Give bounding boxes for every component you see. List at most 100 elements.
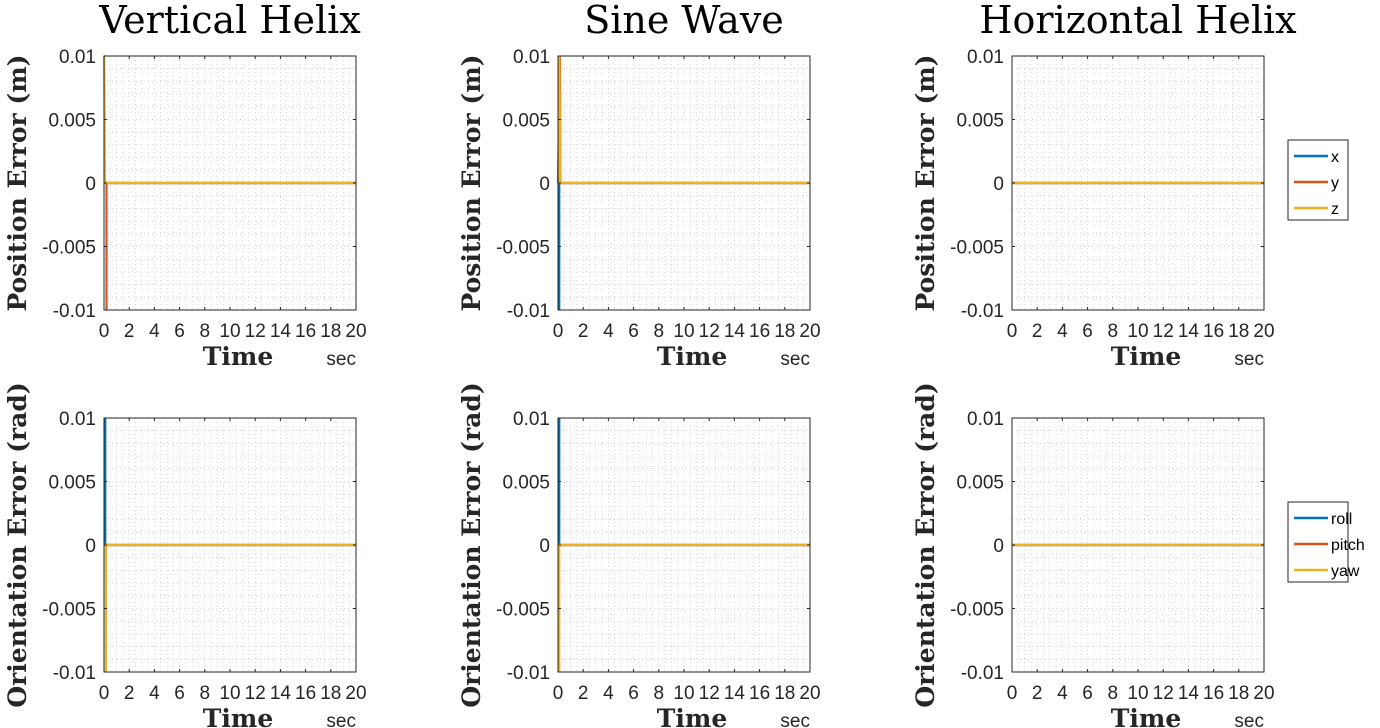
series-line-2: [105, 181, 356, 310]
x-tick-label: 10: [673, 321, 694, 342]
y-axis-label: Position Error (m): [457, 54, 486, 311]
x-tick-label: 10: [673, 683, 694, 704]
x-tick-label: 16: [749, 321, 770, 342]
x-tick-label: 10: [219, 321, 240, 342]
x-tick-label: 4: [149, 321, 160, 342]
x-tick-label: 18: [320, 683, 341, 704]
x-tick-label: 2: [1032, 683, 1043, 704]
y-tick-label: -0.005: [496, 600, 550, 621]
x-axis-label: Time: [203, 704, 273, 728]
y-tick-label: 0.005: [502, 473, 550, 494]
legend: roll pitch yaw: [1287, 501, 1365, 583]
y-tick-label: 0.01: [967, 47, 1004, 68]
y-tick-label: -0.01: [961, 301, 1004, 322]
subplot-5: 0 2 4 6 8 10 12 14 16 18 200.010.0050-0.005-0.01Ti…: [457, 382, 821, 728]
x-tick-label: 10: [219, 683, 240, 704]
y-tick-label: 0: [993, 174, 1004, 195]
x-tick-label: 18: [1228, 321, 1249, 342]
legend-label: x: [1331, 149, 1339, 166]
x-tick-label: 20: [345, 683, 366, 704]
x-tick-label: 14: [270, 321, 292, 342]
x-tick-label: 4: [1057, 683, 1068, 704]
subplot-title: Sine Wave: [584, 0, 784, 42]
x-tick-label: 18: [774, 321, 795, 342]
x-tick-label: 2: [578, 321, 589, 342]
x-tick-label: 2: [578, 683, 589, 704]
series-line-1: [558, 418, 810, 547]
y-tick-label: -0.005: [950, 600, 1004, 621]
legend-box: [1287, 501, 1349, 583]
legend-label: yaw: [1331, 563, 1360, 580]
y-axis-label: Orientation Error (rad): [457, 382, 486, 707]
x-tick-label: 18: [320, 321, 341, 342]
series-line-3: [557, 55, 810, 185]
y-tick-label: 0: [539, 174, 550, 195]
x-tick-label: 8: [654, 321, 665, 342]
subplot-title: Vertical Helix: [98, 0, 361, 42]
y-tick-label: 0: [993, 536, 1004, 557]
x-tick-label: 0: [99, 321, 110, 342]
x-tick-label: 14: [724, 683, 746, 704]
x-tick-label: 20: [1253, 321, 1274, 342]
x-tick-label: 18: [1228, 683, 1249, 704]
x-axis-label: Time: [203, 342, 273, 371]
series-line-3: [104, 543, 356, 672]
x-tick-label: 12: [699, 321, 720, 342]
x-tick-label: 8: [1108, 683, 1119, 704]
legend-label: pitch: [1331, 537, 1365, 554]
y-tick-label: -0.01: [53, 663, 96, 684]
tick-marks: [103, 417, 357, 673]
x-axis-unit: sec: [780, 711, 810, 728]
x-axis-unit: sec: [1234, 349, 1264, 370]
y-tick-label: 0.005: [956, 111, 1004, 132]
y-tick-label: 0.01: [513, 47, 550, 68]
y-tick-label: -0.005: [950, 238, 1004, 259]
subplot-4: 0 2 4 6 8 10 12 14 16 18 200.010.0050-0.005-0.01Ti…: [3, 382, 367, 728]
y-tick-label: -0.01: [507, 663, 550, 684]
x-tick-label: 10: [1127, 321, 1148, 342]
x-tick-label: 8: [1108, 321, 1119, 342]
y-tick-label: -0.01: [507, 301, 550, 322]
x-tick-label: 6: [1082, 321, 1093, 342]
y-tick-label: 0.01: [59, 409, 96, 430]
legend: xyz: [1287, 139, 1349, 221]
x-axis-unit: sec: [326, 711, 356, 728]
x-tick-label: 16: [1203, 683, 1224, 704]
x-tick-label: 16: [295, 683, 316, 704]
x-axis-label: Time: [1111, 342, 1181, 371]
y-tick-label: -0.005: [496, 238, 550, 259]
x-tick-label: 10: [1127, 683, 1148, 704]
series-line-3: [558, 543, 810, 672]
y-tick-label: 0.005: [48, 111, 96, 132]
subplot-1: 0 2 4 6 8 10 12 14 16 18 200.010.0050-0.005-0.01Ti…: [3, 0, 367, 371]
x-tick-label: 20: [1253, 683, 1274, 704]
x-tick-label: 18: [774, 683, 795, 704]
y-tick-label: -0.005: [42, 238, 96, 259]
legend-label: roll: [1331, 511, 1352, 528]
x-tick-label: 4: [1057, 321, 1068, 342]
y-tick-label: -0.005: [42, 600, 96, 621]
x-tick-label: 0: [553, 321, 564, 342]
y-tick-label: 0.01: [59, 47, 96, 68]
x-tick-label: 14: [270, 683, 292, 704]
y-tick-label: 0: [85, 174, 96, 195]
x-tick-label: 6: [628, 321, 639, 342]
y-tick-label: 0: [85, 536, 96, 557]
y-axis-label: Orientation Error (rad): [3, 382, 32, 707]
x-tick-label: 0: [1007, 683, 1018, 704]
tick-marks: [557, 417, 811, 673]
y-tick-label: -0.01: [53, 301, 96, 322]
series-line-1: [558, 181, 810, 310]
x-tick-label: 20: [799, 321, 820, 342]
tick-marks: [1011, 417, 1265, 673]
x-tick-label: 14: [1178, 683, 1200, 704]
tick-marks: [557, 55, 811, 311]
x-tick-label: 4: [603, 321, 614, 342]
x-tick-label: 6: [628, 683, 639, 704]
x-tick-label: 20: [799, 683, 820, 704]
x-axis-unit: sec: [326, 349, 356, 370]
x-tick-label: 14: [1178, 321, 1200, 342]
legend-label: y: [1331, 175, 1339, 192]
x-tick-label: 8: [200, 683, 211, 704]
